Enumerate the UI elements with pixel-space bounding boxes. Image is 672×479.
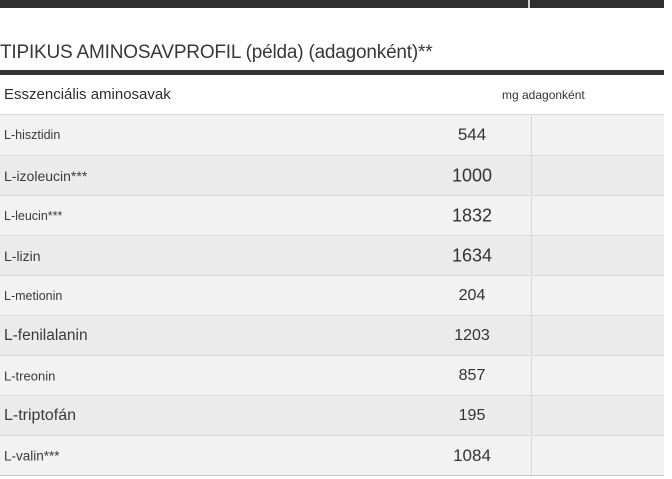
table-row: L-lizin 1634 [0,235,664,275]
section-title: Esszenciális aminosavak [4,86,171,103]
table-row: L-izoleucin*** 1000 [0,155,664,195]
amino-acid-amount: 1000 [451,165,493,185]
table-row: L-metionin 204 [0,275,664,315]
amino-acid-name: L-treonin [4,368,56,383]
column-divider-tick [528,0,530,8]
amino-acid-name: L-metionin [4,288,63,303]
amino-acid-name: L-izoleucin*** [4,167,88,184]
amino-acid-amount: 1832 [451,205,493,225]
amino-acid-name: L-lizin [4,247,41,264]
unit-column-header: mg adagonként [502,88,585,102]
top-section-border-bar [0,0,664,8]
amino-acid-name: L-valin*** [4,448,60,463]
amino-acid-amount: 857 [458,366,486,384]
amino-acid-rows: L-hisztidin 544 L-izoleucin*** 1000 L-le… [0,115,664,476]
amino-acid-name: L-fenilalanin [4,326,88,344]
value-column-divider [531,115,532,475]
amino-acid-name: L-leucin*** [4,208,63,223]
table-row: L-fenilalanin 1203 [0,315,664,355]
table-row: L-leucin*** 1832 [0,195,664,235]
table-row: L-hisztidin 544 [0,115,664,155]
table-row: L-triptofán 195 [0,395,664,435]
amino-acid-amount: 1203 [454,326,490,344]
section-header-row: Esszenciális aminosavak mg adagonként [0,75,664,115]
amino-acid-amount: 195 [458,406,486,424]
amino-acid-amount: 1634 [451,245,493,265]
title-section-divider [0,70,664,75]
amino-acid-name: L-hisztidin [4,128,61,142]
amino-acid-amount: 544 [457,125,487,144]
amino-acid-amount: 1084 [453,445,491,465]
amino-acid-name: L-triptofán [4,406,77,424]
amino-acid-amount: 204 [458,286,486,304]
table-row: L-treonin 857 [0,355,664,395]
table-row: L-valin*** 1084 [0,435,664,475]
table-title: TIPIKUS AMINOSAVPROFIL (példa) (adagonké… [0,42,433,63]
